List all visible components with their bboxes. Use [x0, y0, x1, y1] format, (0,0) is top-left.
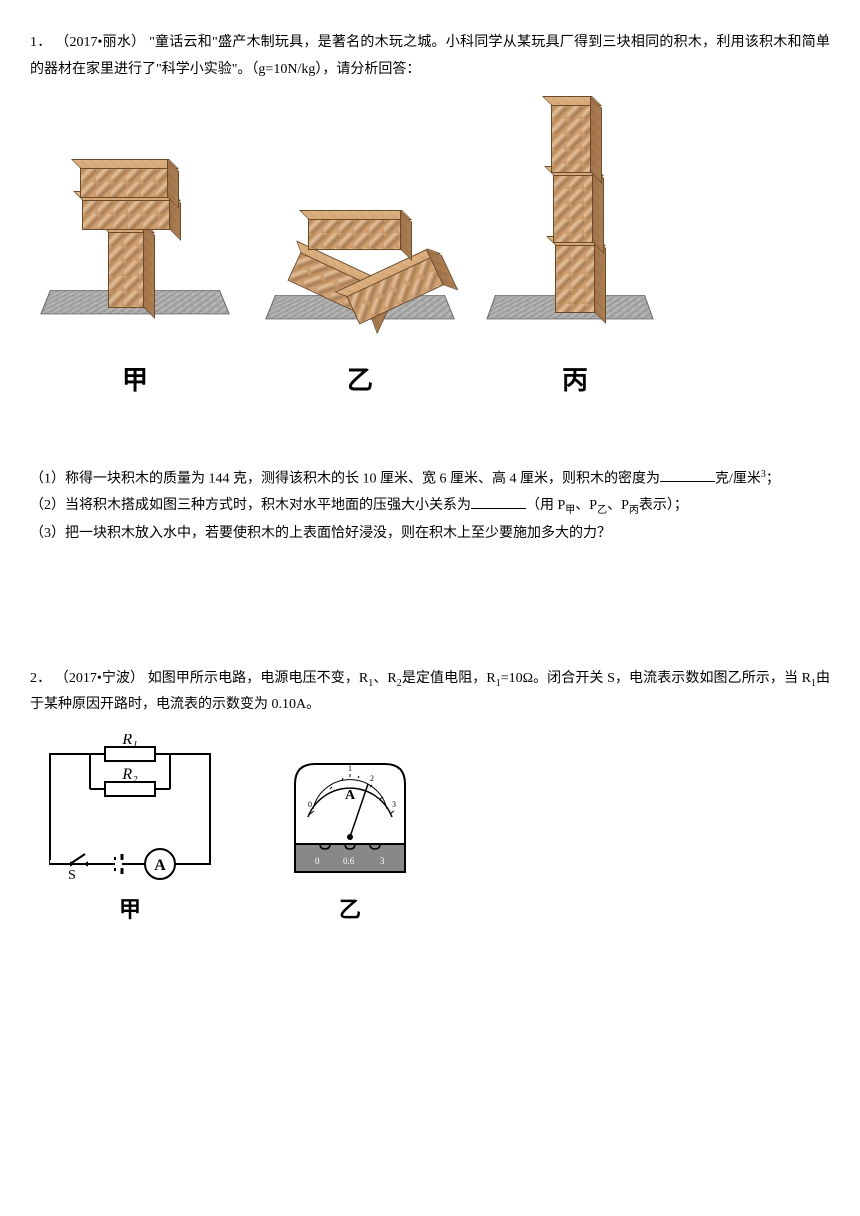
brick-jia-3	[80, 166, 170, 198]
switch-label: S	[68, 868, 76, 883]
fig-yi	[260, 188, 460, 338]
svg-text:0: 0	[315, 856, 320, 866]
q1-sub2-prefix: （2）当将积木搭成如图三种方式时，积木对水平地面的压强大小关系为	[30, 498, 471, 513]
svg-text:2: 2	[370, 774, 374, 783]
q1-figures: 甲 乙 丙	[50, 108, 830, 405]
fig-bing	[500, 108, 650, 338]
q1-sub1: （1）称得一块积木的质量为 144 克，测得该积木的长 10 厘米、宽 6 厘米…	[30, 466, 830, 491]
fig-yi-label: 乙	[347, 356, 373, 405]
ammeter-group: 0 1 2 3 A 0 0.6 3 乙	[280, 749, 420, 931]
q1-sub2-yi: 乙	[597, 505, 607, 516]
fig-jia-label: 甲	[122, 356, 148, 405]
brick-jia-2	[82, 198, 172, 230]
brick-bing-2	[553, 173, 595, 243]
ammeter-symbol: A	[345, 788, 356, 803]
q2-source: （2017•宁波）	[55, 671, 144, 686]
ammeter-svg: 0 1 2 3 A 0 0.6 3	[280, 749, 420, 889]
fig-jia	[50, 158, 220, 338]
svg-text:3: 3	[380, 856, 385, 866]
blank-2[interactable]	[471, 495, 526, 509]
brick-bing-3	[551, 103, 593, 173]
q1-sub2: （2）当将积木搭成如图三种方式时，积木对水平地面的压强大小关系为（用 P甲、P乙…	[30, 494, 830, 519]
q2-body1: 如图甲所示电路，电源电压不变，R	[148, 671, 369, 686]
q2-number: 2．	[30, 671, 51, 686]
q1-body: "童话云和"盛产木制玩具，是著名的木玩之城。小科同学从某玩具厂得到三块相同的积木…	[30, 35, 830, 77]
r2-label: R₂	[121, 766, 138, 783]
fig-bing-label: 丙	[562, 356, 588, 405]
brick-jia-1	[108, 230, 146, 308]
q2-mid1: 、R	[373, 671, 397, 686]
fig-bing-group: 丙	[500, 108, 650, 405]
circuit-diagram: R₁ R₂ S A	[30, 734, 230, 889]
q1-sub2-sep2: 、P	[607, 498, 629, 513]
blank-1[interactable]	[660, 468, 715, 482]
q1-sub1-prefix: （1）称得一块积木的质量为 144 克，测得该积木的长 10 厘米、宽 6 厘米…	[30, 471, 660, 486]
q1-subquestions: （1）称得一块积木的质量为 144 克，测得该积木的长 10 厘米、宽 6 厘米…	[30, 466, 830, 546]
q1-sub3: （3）把一块积木放入水中，若要使积木的上表面恰好浸没，则在积木上至少要施加多大的…	[30, 522, 830, 546]
q1-text: 1． （2017•丽水） "童话云和"盛产木制玩具，是著名的木玩之城。小科同学从…	[30, 30, 830, 83]
q1-sub2-end: 表示）；	[639, 498, 688, 513]
q1-sub2-sep1: 、P	[575, 498, 597, 513]
q1-number: 1．	[30, 35, 51, 50]
svg-text:1: 1	[348, 764, 352, 773]
q1-sub1-end: ；	[766, 471, 780, 486]
circuit-label-yi: 乙	[280, 889, 420, 931]
ammeter-label: A	[154, 857, 166, 874]
circuit-svg: R₁ R₂ S A	[30, 734, 230, 889]
r1-label: R₁	[121, 734, 137, 748]
q2-figures: R₁ R₂ S A	[30, 734, 830, 931]
q2-mid3: =10Ω。闭合开关 S，电流表示数如图乙所示，当 R	[501, 671, 811, 686]
q2-mid2: 是定值电阻，R	[402, 671, 496, 686]
brick-bing-1	[555, 243, 597, 313]
q1-sub2-jia: 甲	[565, 505, 575, 516]
ammeter-diagram: 0 1 2 3 A 0 0.6 3	[280, 749, 420, 889]
brick-yi-3	[308, 217, 403, 250]
fig-yi-group: 乙	[260, 188, 460, 405]
q1-source: （2017•丽水）	[55, 35, 145, 50]
circuit-label-jia: 甲	[30, 889, 230, 931]
q1-sub1-suffix: 克/厘米	[715, 471, 761, 486]
q1-sub2-bing: 丙	[629, 505, 639, 516]
question-1: 1． （2017•丽水） "童话云和"盛产木制玩具，是著名的木玩之城。小科同学从…	[30, 30, 830, 546]
scale-0: 0	[308, 800, 312, 809]
q2-text: 2． （2017•宁波） 如图甲所示电路，电源电压不变，R1、R2是定值电阻，R…	[30, 666, 830, 719]
question-2: 2． （2017•宁波） 如图甲所示电路，电源电压不变，R 1 、R 2 是定值电阻，R…	[30, 666, 830, 931]
svg-text:0.6: 0.6	[343, 856, 355, 866]
fig-jia-group: 甲	[50, 158, 220, 405]
circuit-group: R₁ R₂ S A	[30, 734, 230, 931]
svg-text:3: 3	[392, 800, 396, 809]
q1-sub2-suffix: （用 P	[526, 498, 565, 513]
